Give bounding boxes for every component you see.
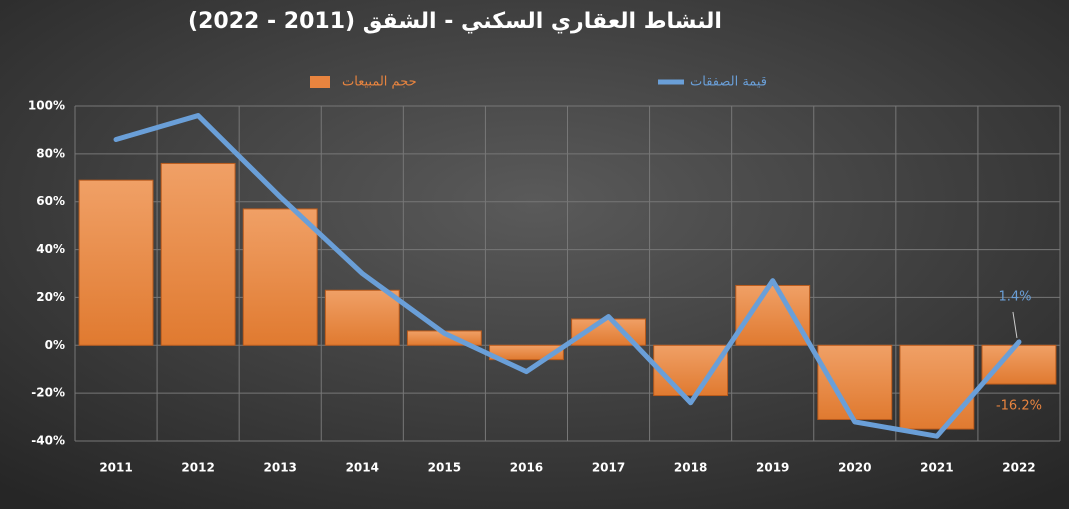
leader-line: [1012, 311, 1018, 339]
legend-swatch: [310, 76, 330, 88]
x-tick-label: 2015: [428, 461, 461, 475]
y-tick-label: -20%: [31, 386, 65, 400]
bar: [78, 179, 154, 346]
x-tick-label: 2017: [592, 461, 625, 475]
y-tick-label: 0%: [45, 338, 65, 352]
y-tick-label: 60%: [36, 194, 65, 208]
bar: [899, 344, 975, 430]
legend-label: قيمة الصفقات: [690, 75, 767, 90]
x-tick-label: 2011: [99, 461, 132, 475]
x-tick-label: 2022: [1002, 461, 1035, 475]
y-tick-label: 20%: [36, 290, 65, 304]
x-tick-label: 2013: [264, 461, 297, 475]
x-tick-label: 2020: [838, 461, 871, 475]
x-tick-label: 2014: [346, 461, 379, 475]
x-tick-label: 2018: [674, 461, 707, 475]
bar: [242, 208, 318, 346]
chart-title: النشاط العقاري السكني - الشقق (2011 - 20…: [188, 9, 722, 34]
bar: [653, 344, 729, 397]
x-tick-label: 2016: [510, 461, 543, 475]
x-tick-label: 2019: [756, 461, 789, 475]
x-tick-label: 2021: [920, 461, 953, 475]
legend-label: حجم المبيعات: [342, 75, 417, 90]
line: [113, 113, 1022, 439]
y-tick-label: -40%: [31, 434, 65, 448]
data-label: -16.2%: [996, 399, 1042, 414]
y-tick-label: 80%: [36, 146, 65, 160]
x-tick-label: 2012: [181, 461, 214, 475]
data-label: 1.4%: [998, 289, 1031, 304]
y-tick-label: 40%: [36, 242, 65, 256]
bar: [817, 344, 893, 420]
bar: [981, 344, 1057, 385]
y-tick-label: 100%: [28, 99, 65, 113]
bar: [324, 289, 400, 346]
bar: [160, 162, 236, 346]
